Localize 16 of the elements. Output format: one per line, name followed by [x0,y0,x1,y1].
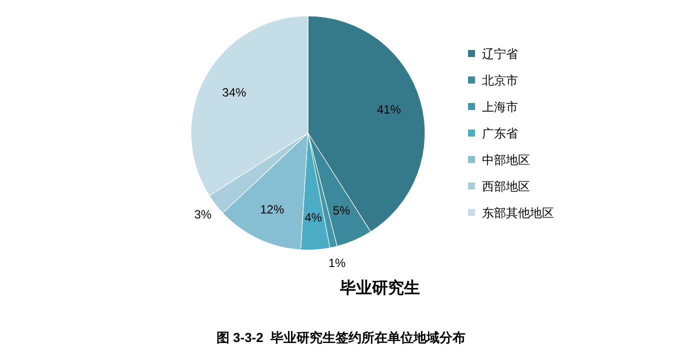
legend-label: 西部地区 [482,180,530,194]
legend-label: 东部其他地区 [482,206,554,220]
caption: 图 3-3-2 毕业研究生签约所在单位地域分布 [216,330,466,345]
data-label: 3% [194,208,212,222]
text: 毕业研究生 [339,279,420,297]
legend-label: 上海市 [482,100,518,114]
legend-label: 中部地区 [482,153,530,168]
data-label: 34% [222,86,247,100]
data-label: 1% [328,256,346,270]
legend-label: 广东省 [482,126,518,141]
data-label: 5% [332,204,350,218]
legend-label: 辽宁省 [482,47,518,62]
legend-label: 北京市 [482,74,518,88]
data-label: 12% [260,202,284,216]
data-label: 41% [376,102,402,117]
data-label: 4% [304,210,322,224]
